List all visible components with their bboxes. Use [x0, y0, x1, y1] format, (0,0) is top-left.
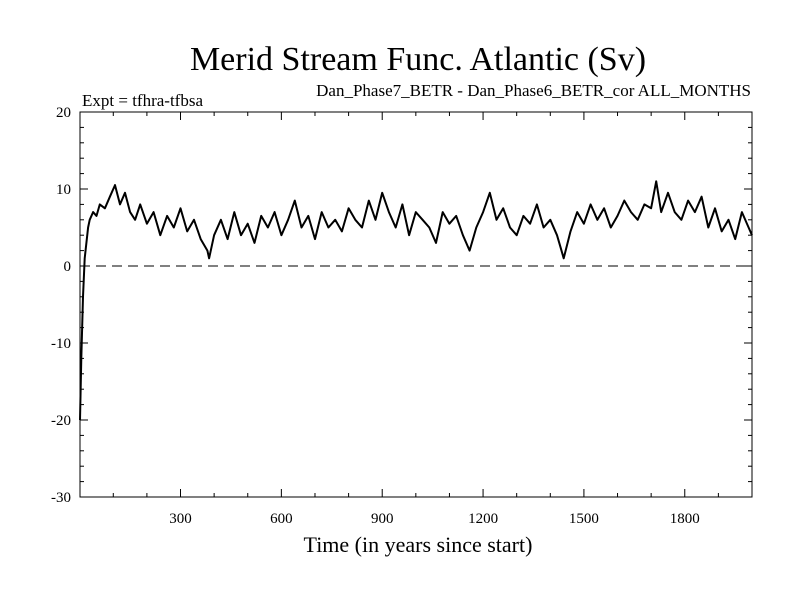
- y-tick-label: 10: [56, 182, 71, 198]
- x-tick-label: 600: [270, 511, 293, 527]
- y-tick-label: -20: [51, 413, 71, 429]
- chart-title: Merid Stream Func. Atlantic (Sv): [190, 41, 646, 78]
- x-axis-label: Time (in years since start): [304, 532, 533, 557]
- plot-frame: [79, 111, 753, 498]
- chart-subtitle-left: Expt = tfhra-tfbsa: [82, 91, 203, 110]
- y-tick-label: -10: [51, 336, 71, 352]
- series-line: [79, 180, 753, 421]
- x-tick-label: 1500: [569, 511, 599, 527]
- x-tick-label: 1800: [670, 511, 700, 527]
- x-tick-label: 900: [371, 511, 394, 527]
- chart-subtitle-right: Dan_Phase7_BETR - Dan_Phase6_BETR_cor AL…: [316, 81, 751, 100]
- y-tick-label: 0: [64, 259, 72, 275]
- plot-area: 20 10 0 -10 -20 -30 300 600 900 1200 1500 1800: [51, 105, 753, 527]
- y-tick-label: 20: [56, 105, 71, 121]
- x-tick-label: 300: [169, 511, 192, 527]
- x-tick-label: 1200: [468, 511, 498, 527]
- y-tick-label: -30: [51, 490, 71, 506]
